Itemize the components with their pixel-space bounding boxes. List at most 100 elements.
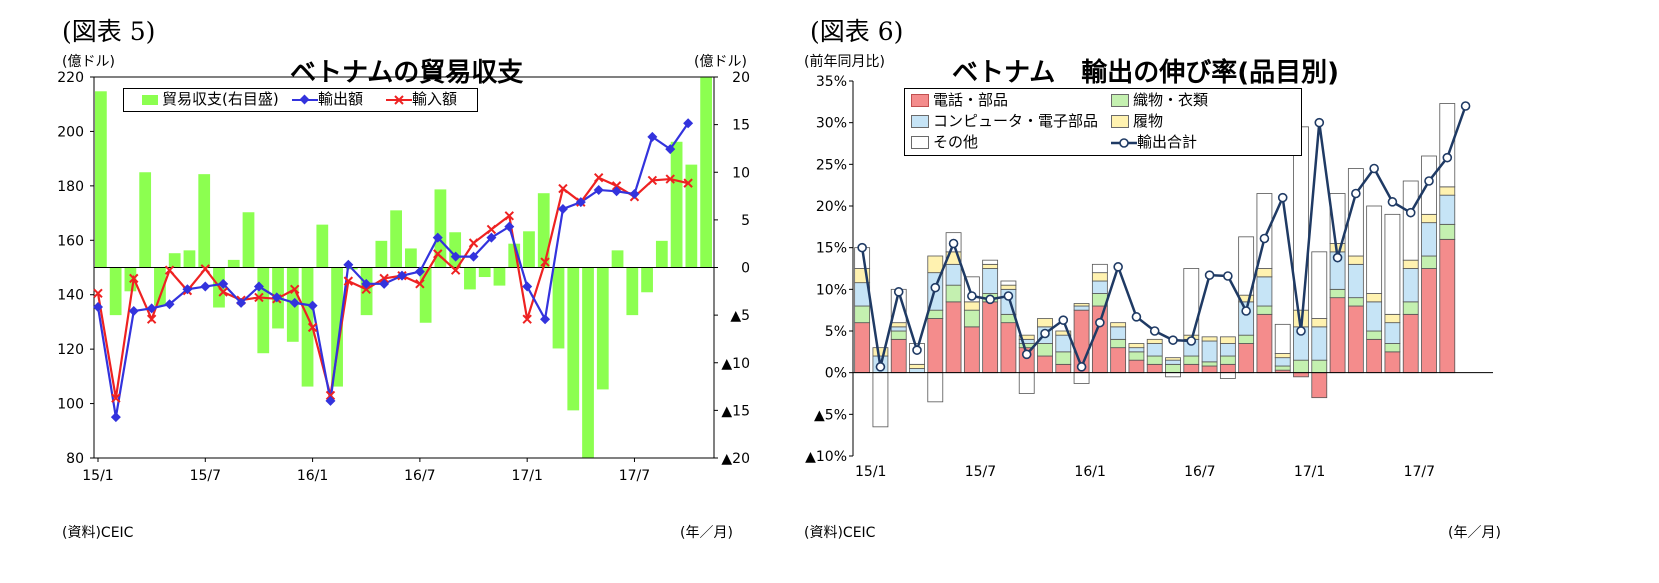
footwear-bar — [1018, 334, 1035, 340]
textiles-bar — [1274, 365, 1291, 371]
footwear-bar — [1165, 357, 1181, 361]
other-bar — [1274, 323, 1291, 354]
computers-bar — [1128, 347, 1145, 353]
computers-bar — [890, 326, 907, 332]
imports-point — [683, 178, 693, 188]
legend-swatch-balance — [142, 94, 158, 105]
computers-bar — [982, 268, 999, 294]
exports-point — [540, 314, 551, 325]
x-tick-label: 17/1 — [511, 468, 542, 484]
phones-bar — [1402, 313, 1419, 374]
total-point — [875, 362, 886, 372]
other-bar — [1165, 372, 1181, 378]
textiles-bar — [1146, 355, 1163, 365]
other-bar — [1073, 372, 1090, 384]
imports-point — [93, 288, 103, 299]
balance-bar — [331, 267, 343, 387]
imports-point — [307, 322, 318, 333]
imports-point — [146, 314, 157, 324]
footwear-bar — [1110, 322, 1127, 328]
computers-bar — [909, 368, 925, 374]
footwear-bar — [1384, 313, 1401, 324]
total-point — [1040, 328, 1050, 339]
textiles-bar — [1347, 297, 1364, 307]
source-note: (資料)CEIC — [804, 525, 876, 541]
left-tick-label: 140 — [57, 288, 84, 304]
total-point — [1003, 291, 1014, 301]
right-tick-label: 0 — [741, 261, 750, 277]
right-tick-label: 15 — [732, 118, 750, 134]
computers-bar — [1347, 263, 1364, 299]
legend-marker-imports — [386, 94, 412, 105]
exports-point — [647, 131, 658, 142]
exports-line — [96, 122, 690, 418]
computers-bar — [1384, 322, 1401, 344]
other-bar — [1018, 372, 1035, 394]
exports-point — [629, 189, 640, 200]
exports-point — [200, 281, 211, 292]
balance-bar — [641, 267, 653, 293]
imports-point — [504, 211, 515, 221]
x-tick-label: 17/7 — [1404, 464, 1435, 480]
textiles-bar — [1293, 359, 1309, 374]
exports-point — [325, 395, 336, 406]
left-tick-label: 220 — [57, 70, 84, 86]
figure-6: (図表 6) ベトナム 輸出の伸び率(品目別) (前年同月比) ▲10% ▲5% 0… — [804, 0, 1659, 583]
total-point — [1186, 336, 1197, 346]
textiles-bar — [1256, 305, 1273, 315]
computers-bar — [1256, 276, 1273, 307]
balance-bar — [582, 267, 594, 458]
balance-bar — [493, 267, 506, 286]
imports-point — [164, 265, 175, 275]
phones-bar — [963, 326, 980, 374]
balance-bar — [552, 267, 565, 349]
legend-item-total: 輸出合計 — [1111, 133, 1197, 151]
textiles-bar — [945, 284, 962, 303]
balance-bar — [611, 250, 624, 268]
legend-swatch-other — [911, 136, 929, 149]
phones-bar — [1128, 359, 1145, 374]
computers-bar — [1073, 305, 1090, 311]
imports-line — [96, 176, 689, 399]
total-point — [1076, 362, 1087, 372]
other-bar — [1439, 103, 1456, 188]
legend-marker-exports — [292, 94, 318, 104]
other-bar — [1366, 205, 1383, 294]
footwear-bar — [982, 263, 999, 269]
total-point — [912, 345, 922, 355]
textiles-bar — [963, 309, 980, 328]
footwear-bar — [1274, 353, 1291, 359]
figure-label: (図表 5) — [62, 17, 156, 46]
total-point — [985, 294, 995, 305]
phones-bar — [1256, 313, 1273, 374]
footwear-bar — [1055, 330, 1072, 336]
legend-item-footwear: 履物 — [1111, 112, 1163, 130]
y-axis-unit: (前年同月比) — [804, 54, 885, 70]
total-line — [860, 105, 1467, 371]
other-bar — [1311, 251, 1328, 319]
right-tick-label: 10 — [732, 165, 750, 181]
y-tick-label: 35% — [816, 74, 847, 90]
computers-bar — [1366, 301, 1383, 332]
imports-point — [379, 273, 389, 284]
phones-bar — [1055, 363, 1072, 374]
imports-point — [361, 284, 371, 294]
right-axis-unit: (億ドル) — [694, 54, 747, 70]
computers-bar — [1274, 357, 1291, 367]
imports-point — [665, 174, 675, 184]
balance-bar — [242, 212, 255, 268]
exports-point — [611, 186, 622, 197]
imports-point — [111, 393, 121, 403]
total-point — [930, 282, 941, 293]
textiles-bar — [1110, 338, 1127, 349]
balance-bar — [360, 267, 373, 316]
figure-5: (図表 5) ベトナムの貿易収支 (億ドル) (億ドル) 80 100 120 140… — [0, 0, 810, 583]
total-point — [1442, 152, 1453, 163]
other-bar — [1219, 372, 1236, 379]
footwear-bar — [872, 347, 889, 357]
phones-bar — [927, 318, 944, 374]
chart-title: ベトナムの貿易収支 — [290, 58, 524, 88]
computers-bar — [945, 263, 962, 286]
legend-swatch-phones — [911, 94, 929, 107]
y-tick-label: 30% — [816, 116, 847, 132]
